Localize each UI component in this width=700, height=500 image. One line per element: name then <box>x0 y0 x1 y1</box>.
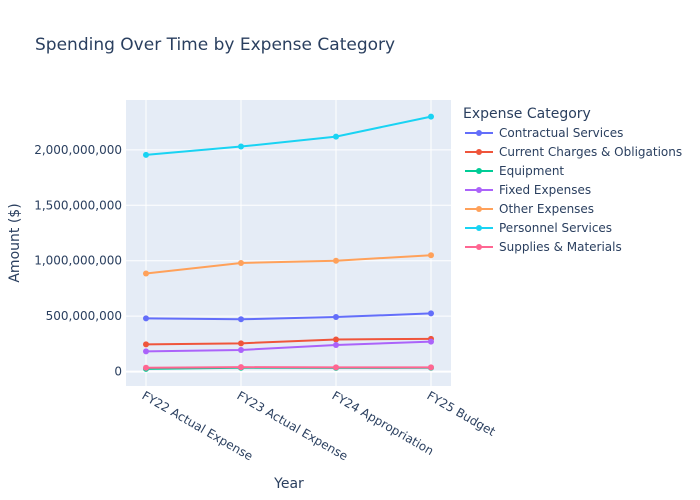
data-point[interactable] <box>238 316 244 323</box>
data-point[interactable] <box>428 252 434 259</box>
y-tick-label: 1,000,000,000 <box>34 254 122 268</box>
series-line <box>145 312 432 321</box>
data-point[interactable] <box>143 364 149 371</box>
data-point[interactable] <box>428 310 434 317</box>
legend-item[interactable]: Personnel Services <box>465 221 612 235</box>
data-point[interactable] <box>333 336 339 343</box>
legend-label: Contractual Services <box>499 126 623 140</box>
data-point[interactable] <box>143 315 149 322</box>
data-point[interactable] <box>238 364 244 371</box>
data-point[interactable] <box>333 364 339 371</box>
data-point[interactable] <box>238 340 244 347</box>
legend-item[interactable]: Supplies & Materials <box>465 240 622 254</box>
y-tick-label: 0 <box>114 365 122 379</box>
data-point[interactable] <box>143 151 149 158</box>
legend-label: Other Expenses <box>499 202 594 216</box>
legend-marker <box>476 149 482 155</box>
legend-label: Supplies & Materials <box>499 240 622 254</box>
legend-title: Expense Category <box>463 106 591 122</box>
legend-marker <box>476 187 482 193</box>
series <box>143 338 434 355</box>
series <box>143 113 434 158</box>
series-line <box>145 340 432 353</box>
y-tick-label: 500,000,000 <box>46 309 122 323</box>
series <box>143 252 434 277</box>
chart-title: Spending Over Time by Expense Category <box>35 35 395 55</box>
series-lines <box>143 113 434 372</box>
data-point[interactable] <box>428 113 434 120</box>
legend-marker <box>476 225 482 231</box>
x-axis-title: Year <box>273 476 304 492</box>
y-axis-ticks: 0 500,000,000 1,000,000,000 1,500,000,000 2,… <box>34 143 122 379</box>
data-point[interactable] <box>428 364 434 371</box>
legend-label: Equipment <box>499 164 564 178</box>
legend[interactable]: Contractual Services Current Charges & Ob… <box>465 126 682 254</box>
data-point[interactable] <box>143 341 149 348</box>
data-point[interactable] <box>143 270 149 277</box>
series-line <box>145 337 432 346</box>
legend-label: Fixed Expenses <box>499 183 591 197</box>
y-axis-title: Amount ($) <box>7 203 23 282</box>
data-point[interactable] <box>333 314 339 321</box>
data-point[interactable] <box>238 346 244 353</box>
data-point[interactable] <box>143 348 149 355</box>
series-line <box>145 115 432 156</box>
series <box>143 335 434 348</box>
legend-marker <box>476 168 482 174</box>
legend-item[interactable]: Other Expenses <box>465 202 594 216</box>
legend-marker <box>476 244 482 250</box>
legend-item[interactable]: Current Charges & Obligations <box>465 145 682 159</box>
data-point[interactable] <box>333 257 339 264</box>
series-line <box>145 254 432 275</box>
legend-label: Current Charges & Obligations <box>499 145 682 159</box>
legend-label: Personnel Services <box>499 221 612 235</box>
data-point[interactable] <box>428 338 434 345</box>
series-line <box>145 366 431 369</box>
series <box>143 364 434 371</box>
y-tick-label: 1,500,000,000 <box>34 198 122 212</box>
y-tick-label: 2,000,000,000 <box>34 143 122 157</box>
legend-marker <box>476 130 482 136</box>
data-point[interactable] <box>238 259 244 266</box>
legend-item[interactable]: Fixed Expenses <box>465 183 591 197</box>
series <box>143 310 434 323</box>
data-point[interactable] <box>238 143 244 150</box>
legend-item[interactable]: Contractual Services <box>465 126 623 140</box>
legend-item[interactable]: Equipment <box>465 164 564 178</box>
data-point[interactable] <box>333 341 339 348</box>
data-point[interactable] <box>333 133 339 140</box>
legend-marker <box>476 206 482 212</box>
